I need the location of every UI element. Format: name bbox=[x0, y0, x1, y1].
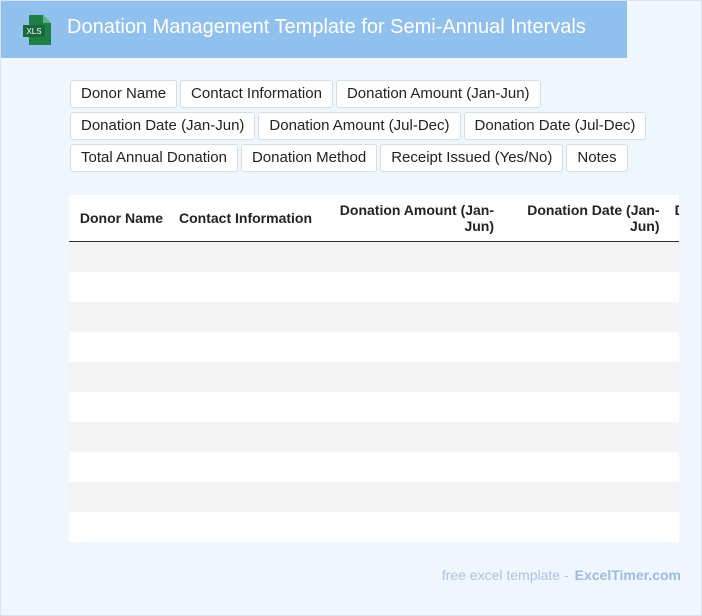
table-cell bbox=[316, 482, 499, 512]
table-row bbox=[69, 452, 679, 482]
table-row bbox=[69, 392, 679, 422]
header-row: Donor Name Contact Information Donation Am… bbox=[69, 195, 679, 242]
table-cell bbox=[69, 241, 168, 272]
table-cell bbox=[663, 482, 679, 512]
table-cell bbox=[167, 512, 316, 542]
table-cell bbox=[498, 392, 663, 422]
table-cell bbox=[69, 422, 168, 452]
footer-link[interactable]: ExcelTimer.com bbox=[574, 567, 681, 583]
table-cell bbox=[664, 332, 680, 362]
table-cell bbox=[663, 362, 679, 392]
table-cell bbox=[498, 452, 663, 482]
table-cell bbox=[167, 392, 316, 422]
table-cell bbox=[316, 272, 498, 302]
xls-icon: XLS bbox=[23, 15, 51, 45]
column-header: Donor Name bbox=[69, 195, 168, 242]
footer-text: free excel template - bbox=[441, 567, 569, 583]
icon-label: XLS bbox=[26, 27, 41, 36]
tag[interactable]: Donation Date (Jan-Jun) bbox=[70, 112, 256, 140]
tag[interactable]: Notes bbox=[566, 144, 628, 172]
table-cell bbox=[167, 302, 317, 332]
table-cell bbox=[498, 362, 664, 392]
table-cell bbox=[69, 452, 167, 482]
table-cell bbox=[498, 332, 663, 362]
table-cell bbox=[663, 302, 679, 332]
table-cell bbox=[69, 512, 167, 542]
table-cell bbox=[316, 392, 498, 422]
tag[interactable]: Total Annual Donation bbox=[70, 144, 238, 172]
table-row bbox=[69, 332, 679, 362]
table-cell bbox=[69, 392, 167, 422]
tag[interactable]: Donation Amount (Jul-Dec) bbox=[258, 112, 461, 140]
tag[interactable]: Donor Name bbox=[70, 80, 178, 108]
table-cell bbox=[167, 362, 317, 392]
table-container: Donor Name Contact Information Donation Am… bbox=[69, 195, 679, 542]
table-row bbox=[69, 512, 679, 542]
table-cell bbox=[316, 422, 499, 452]
table-cell bbox=[69, 302, 168, 332]
tag[interactable]: Contact Information bbox=[180, 80, 333, 108]
table-cell bbox=[498, 302, 664, 332]
table-cell bbox=[316, 241, 499, 272]
data-table: Donor Name Contact Information Donation Am… bbox=[69, 195, 679, 542]
table-cell bbox=[663, 422, 679, 452]
tag-list: Donor Name Contact Information Donation Am… bbox=[70, 80, 650, 172]
table-cell bbox=[498, 512, 663, 542]
column-header: Donation Amount (Jan-Jun) bbox=[316, 195, 499, 242]
table-row bbox=[69, 422, 679, 452]
table-cell bbox=[167, 422, 317, 452]
table-row bbox=[69, 362, 679, 392]
header-bar: XLS Donation Management Template for Sem… bbox=[1, 1, 627, 58]
table-cell bbox=[69, 482, 168, 512]
table-cell bbox=[498, 272, 663, 302]
tag[interactable]: Donation Date (Jul-Dec) bbox=[463, 112, 647, 140]
table-cell bbox=[664, 452, 680, 482]
column-header: Donation Date (Jan-Jun) bbox=[498, 195, 664, 242]
page-title: Donation Management Template for Semi-An… bbox=[67, 16, 586, 38]
footer: free excel template - ExcelTimer.com bbox=[442, 567, 681, 583]
table-cell bbox=[498, 241, 664, 272]
table-cell bbox=[664, 512, 680, 542]
table-cell bbox=[69, 272, 167, 302]
tag[interactable]: Donation Method bbox=[240, 144, 378, 172]
table-row bbox=[69, 272, 679, 302]
table-cell bbox=[498, 422, 664, 452]
table-cell bbox=[664, 272, 680, 302]
table-cell bbox=[69, 362, 168, 392]
table-cell bbox=[316, 302, 499, 332]
table-row bbox=[69, 241, 679, 272]
table-cell bbox=[167, 241, 317, 272]
table-cell bbox=[498, 482, 664, 512]
table-cell bbox=[167, 272, 316, 302]
table-row bbox=[69, 302, 679, 332]
table-cell bbox=[167, 482, 317, 512]
tag[interactable]: Donation Amount (Jan-Jun) bbox=[335, 80, 541, 108]
column-header: Donation Amount (Jul-Dec) bbox=[663, 195, 679, 242]
table-row bbox=[69, 482, 679, 512]
table-cell bbox=[316, 452, 498, 482]
table-cell bbox=[663, 241, 679, 272]
table-cell bbox=[316, 512, 498, 542]
table-cell bbox=[167, 332, 316, 362]
table-cell bbox=[316, 332, 498, 362]
table-cell bbox=[69, 332, 167, 362]
table-cell bbox=[316, 362, 499, 392]
table-cell bbox=[167, 452, 316, 482]
column-header: Contact Information bbox=[167, 195, 317, 242]
tag[interactable]: Receipt Issued (Yes/No) bbox=[380, 144, 564, 172]
table-cell bbox=[664, 392, 680, 422]
